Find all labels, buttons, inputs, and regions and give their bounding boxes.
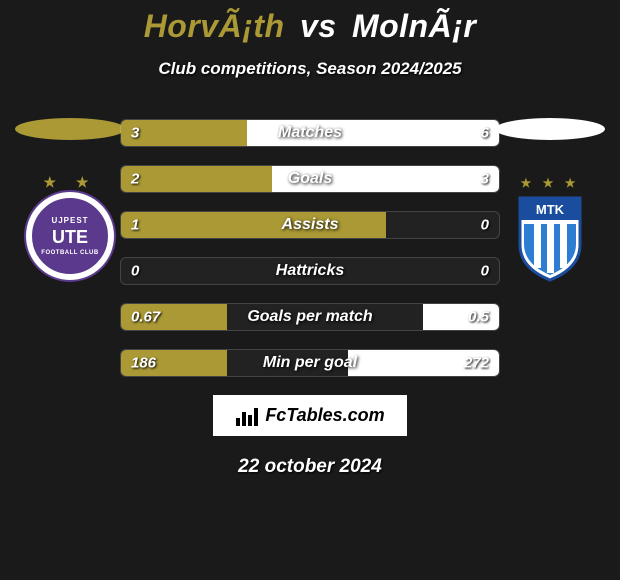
stat-label: Assists <box>282 216 339 234</box>
stat-label: Matches <box>278 124 342 142</box>
stat-row: 3 6 Matches <box>120 119 500 147</box>
player1-name: HorvÃ¡th <box>144 8 285 44</box>
stat-bar-left <box>121 120 247 146</box>
stat-label: Hattricks <box>276 262 344 280</box>
stat-value-right: 6 <box>481 125 489 142</box>
fctables-text: FcTables.com <box>265 405 384 426</box>
source-row: FcTables.com <box>0 395 620 436</box>
stat-value-left: 1 <box>131 217 139 234</box>
stat-value-left: 0 <box>131 263 139 280</box>
stat-value-right: 0 <box>481 217 489 234</box>
stat-label: Goals <box>288 170 332 188</box>
stat-value-right: 272 <box>464 355 489 372</box>
stat-row: 1 0 Assists <box>120 211 500 239</box>
stat-value-right: 0.5 <box>468 309 489 326</box>
stat-value-left: 2 <box>131 171 139 188</box>
stat-value-right: 0 <box>481 263 489 280</box>
date-text: 22 october 2024 <box>0 456 620 478</box>
stat-label: Goals per match <box>247 308 372 326</box>
stats-chart: 3 6 Matches 2 3 Goals 1 0 Assists 0 0 Hattricks 0.67… <box>0 119 620 377</box>
comparison-infographic: HorvÃ¡th vs MolnÃ¡r Club competitions, S… <box>0 0 620 580</box>
player2-name: MolnÃ¡r <box>352 8 476 44</box>
fctables-logo: FcTables.com <box>213 395 406 436</box>
stat-value-left: 0.67 <box>131 309 160 326</box>
stat-row: 0.67 0.5 Goals per match <box>120 303 500 331</box>
stat-row: 0 0 Hattricks <box>120 257 500 285</box>
subtitle-text: Club competitions, Season 2024/2025 <box>0 59 620 79</box>
vs-text: vs <box>300 8 337 44</box>
stat-label: Min per goal <box>263 354 357 372</box>
stat-row: 2 3 Goals <box>120 165 500 193</box>
stat-row: 186 272 Min per goal <box>120 349 500 377</box>
stat-bar-left <box>121 166 272 192</box>
stat-value-left: 3 <box>131 125 139 142</box>
stat-value-left: 186 <box>131 355 156 372</box>
bar-chart-icon <box>235 406 259 426</box>
page-title: HorvÃ¡th vs MolnÃ¡r <box>0 8 620 45</box>
stat-value-right: 3 <box>481 171 489 188</box>
stat-bar-left <box>121 212 386 238</box>
